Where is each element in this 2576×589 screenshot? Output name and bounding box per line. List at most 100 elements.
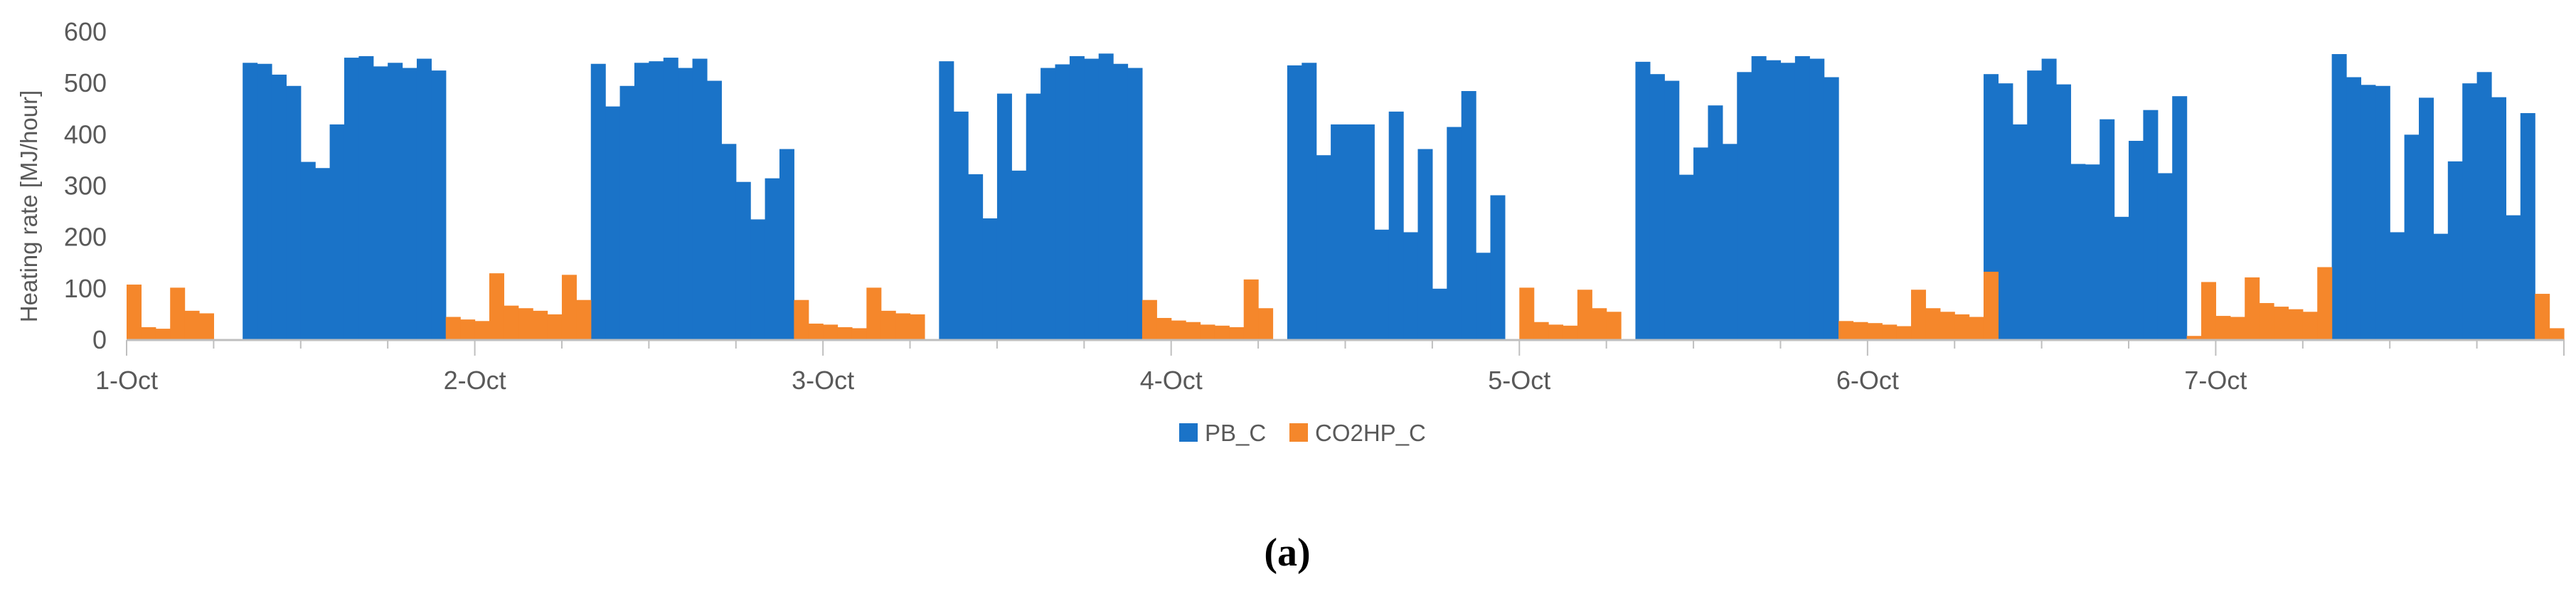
bar-co2hp-c bbox=[1867, 323, 1883, 340]
legend: PB_C CO2HP_C bbox=[1179, 420, 1426, 446]
bar-co2hp-c bbox=[184, 310, 200, 340]
bar-pb-c bbox=[678, 68, 693, 341]
bar-co2hp-c bbox=[2535, 294, 2550, 340]
bar-pb-c bbox=[2447, 161, 2463, 340]
series-pb-c-bars bbox=[243, 53, 2535, 341]
bar-co2hp-c bbox=[1156, 317, 1172, 340]
bar-co2hp-c bbox=[1200, 324, 1215, 340]
figure-caption: (a) bbox=[1264, 531, 1310, 575]
x-axis-ticks bbox=[126, 340, 2565, 356]
bar-pb-c bbox=[1766, 60, 1782, 340]
bar-pb-c bbox=[1649, 74, 1665, 341]
y-tick-label: 500 bbox=[64, 68, 107, 97]
bar-pb-c bbox=[1331, 124, 1346, 340]
bar-co2hp-c bbox=[2288, 309, 2304, 340]
bar-pb-c bbox=[1098, 53, 1114, 340]
bar-pb-c bbox=[1374, 229, 1390, 340]
bar-pb-c bbox=[300, 161, 316, 340]
bar-pb-c bbox=[1403, 232, 1419, 340]
bar-pb-c bbox=[996, 93, 1012, 340]
bar-pb-c bbox=[2462, 83, 2478, 341]
bar-co2hp-c bbox=[837, 327, 853, 340]
legend-swatch-pb-c bbox=[1179, 423, 1198, 442]
bar-pb-c bbox=[2114, 216, 2129, 340]
bar-co2hp-c bbox=[141, 327, 156, 340]
bar-co2hp-c bbox=[2259, 303, 2274, 340]
bar-pb-c bbox=[1432, 288, 1447, 340]
bar-co2hp-c bbox=[460, 319, 476, 340]
bar-co2hp-c bbox=[910, 314, 925, 340]
bar-co2hp-c bbox=[1984, 272, 1999, 340]
bar-pb-c bbox=[2390, 232, 2405, 340]
bar-pb-c bbox=[634, 63, 649, 341]
bar-pb-c bbox=[315, 168, 331, 340]
bar-pb-c bbox=[590, 63, 606, 341]
bar-pb-c bbox=[1417, 149, 1433, 341]
bar-pb-c bbox=[2012, 124, 2028, 340]
bar-co2hp-c bbox=[1577, 290, 1592, 340]
bar-pb-c bbox=[1316, 155, 1331, 340]
y-tick-label: 0 bbox=[92, 325, 107, 354]
bar-co2hp-c bbox=[1229, 327, 1245, 340]
bar-pb-c bbox=[2056, 84, 2072, 341]
y-tick-label: 600 bbox=[64, 17, 107, 46]
x-axis-labels: 1-Oct 2-Oct 3-Oct 4-Oct 5-Oct 6-Oct 7-Oct bbox=[95, 366, 2247, 395]
bar-co2hp-c bbox=[2549, 328, 2565, 340]
bar-pb-c bbox=[373, 66, 388, 340]
bar-pb-c bbox=[271, 74, 287, 341]
x-tick-label: 3-Oct bbox=[792, 366, 854, 395]
bar-pb-c bbox=[1055, 64, 1070, 341]
bar-pb-c bbox=[1722, 144, 1737, 340]
bar-co2hp-c bbox=[1186, 322, 1201, 340]
bar-co2hp-c bbox=[2186, 336, 2202, 340]
x-tick-label: 5-Oct bbox=[1488, 366, 1550, 395]
bar-pb-c bbox=[388, 63, 403, 341]
bar-pb-c bbox=[1084, 58, 1100, 340]
bar-pb-c bbox=[1287, 65, 1302, 340]
bar-pb-c bbox=[1708, 105, 1723, 340]
bar-co2hp-c bbox=[198, 313, 214, 340]
bar-pb-c bbox=[2476, 72, 2492, 340]
bar-pb-c bbox=[692, 58, 708, 340]
bar-pb-c bbox=[619, 85, 635, 340]
series-co2hp-c-bars bbox=[127, 267, 2565, 340]
bar-co2hp-c bbox=[1882, 324, 1898, 340]
bar-pb-c bbox=[1664, 80, 1680, 340]
x-tick-label: 6-Oct bbox=[1836, 366, 1899, 395]
bar-pb-c bbox=[2331, 54, 2347, 340]
bar-co2hp-c bbox=[1925, 308, 1941, 340]
bar-co2hp-c bbox=[1214, 325, 1230, 340]
bar-co2hp-c bbox=[504, 305, 519, 340]
bar-pb-c bbox=[2085, 164, 2100, 340]
bar-co2hp-c bbox=[895, 313, 911, 340]
bar-co2hp-c bbox=[1969, 317, 1984, 340]
bar-pb-c bbox=[939, 61, 954, 340]
bar-pb-c bbox=[402, 68, 417, 341]
bar-pb-c bbox=[1127, 68, 1143, 341]
bar-co2hp-c bbox=[1939, 312, 1955, 340]
bar-pb-c bbox=[2520, 113, 2535, 340]
bar-co2hp-c bbox=[1258, 308, 1274, 340]
bar-pb-c bbox=[2491, 97, 2507, 340]
bar-pb-c bbox=[2361, 85, 2376, 340]
bar-pb-c bbox=[779, 149, 794, 341]
x-tick-label: 4-Oct bbox=[1140, 366, 1203, 395]
bar-pb-c bbox=[431, 70, 447, 341]
bar-pb-c bbox=[1388, 111, 1404, 341]
y-axis-ticks: 0 100 200 300 400 500 600 bbox=[64, 17, 107, 354]
bar-co2hp-c bbox=[1533, 322, 1549, 340]
y-tick-label: 100 bbox=[64, 274, 107, 303]
bar-pb-c bbox=[1011, 170, 1027, 340]
bar-pb-c bbox=[968, 174, 984, 340]
bar-pb-c bbox=[2172, 96, 2188, 340]
bar-pb-c bbox=[416, 58, 432, 340]
bar-pb-c bbox=[953, 111, 969, 341]
bar-pb-c bbox=[2157, 173, 2173, 340]
bar-co2hp-c bbox=[576, 299, 592, 340]
bar-co2hp-c bbox=[2302, 312, 2318, 340]
bar-pb-c bbox=[1998, 83, 2013, 341]
bar-pb-c bbox=[286, 85, 302, 340]
bar-co2hp-c bbox=[1954, 314, 1970, 340]
bar-pb-c bbox=[243, 63, 258, 341]
